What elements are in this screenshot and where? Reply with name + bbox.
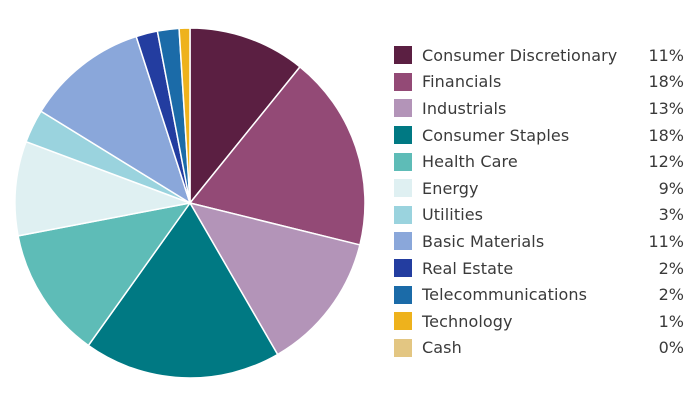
legend-swatch-utilities bbox=[394, 205, 412, 224]
legend-value: 13% bbox=[648, 98, 684, 118]
legend-value: 2% bbox=[658, 285, 684, 305]
legend-swatch-telecommunications bbox=[394, 285, 412, 304]
legend-item-real-estate: Real Estate 2% bbox=[394, 255, 684, 282]
legend-label: Energy bbox=[422, 178, 479, 198]
legend-item-industrials: Industrials 13% bbox=[394, 95, 684, 122]
legend-swatch-cash bbox=[394, 338, 412, 357]
legend-label: Basic Materials bbox=[422, 231, 545, 251]
legend-swatch-industrials bbox=[394, 99, 412, 118]
legend-value: 18% bbox=[648, 72, 684, 92]
legend-item-technology: Technology 1% bbox=[394, 308, 684, 335]
legend-swatch-consumer-discretionary bbox=[394, 46, 412, 65]
legend-label: Cash bbox=[422, 338, 462, 358]
legend-item-cash: Cash 0% bbox=[394, 335, 684, 362]
pie-chart-plot bbox=[14, 27, 366, 379]
legend-value: 9% bbox=[658, 178, 684, 198]
legend-label: Consumer Discretionary bbox=[422, 45, 618, 65]
legend-item-financials: Financials 18% bbox=[394, 69, 684, 96]
legend-label: Health Care bbox=[422, 152, 518, 172]
legend-label: Technology bbox=[422, 311, 513, 331]
legend-item-energy: Energy 9% bbox=[394, 175, 684, 202]
legend-item-health-care: Health Care 12% bbox=[394, 148, 684, 175]
legend-value: 3% bbox=[658, 205, 684, 225]
legend-item-consumer-staples: Consumer Staples 18% bbox=[394, 122, 684, 149]
pie-slice-financials bbox=[189, 66, 366, 246]
legend-label: Real Estate bbox=[422, 258, 514, 278]
legend-value: 18% bbox=[648, 125, 684, 145]
legend-swatch-basic-materials bbox=[394, 232, 412, 251]
pie-slice-health-care bbox=[17, 202, 191, 347]
legend-item-utilities: Utilities 3% bbox=[394, 202, 684, 229]
legend-item-consumer-discretionary: Consumer Discretionary 11% bbox=[394, 42, 684, 69]
pie-slice-energy bbox=[14, 140, 191, 237]
pie-slice-technology bbox=[178, 27, 191, 204]
legend-label: Telecommunications bbox=[422, 285, 588, 305]
legend-item-basic-materials: Basic Materials 11% bbox=[394, 228, 684, 255]
legend-swatch-energy bbox=[394, 179, 412, 198]
legend-value: 11% bbox=[648, 45, 684, 65]
legend-swatch-health-care bbox=[394, 152, 412, 171]
pie-slice-industrials bbox=[189, 202, 361, 356]
legend-value: 2% bbox=[658, 258, 684, 278]
legend-value: 12% bbox=[648, 152, 684, 172]
legend-swatch-consumer-staples bbox=[394, 126, 412, 145]
pie-slice-consumer-discretionary bbox=[189, 27, 301, 204]
legend-label: Consumer Staples bbox=[422, 125, 570, 145]
legend-swatch-real-estate bbox=[394, 259, 412, 278]
legend-value: 0% bbox=[658, 338, 684, 358]
legend-label: Industrials bbox=[422, 98, 507, 118]
legend-value: 1% bbox=[658, 311, 684, 331]
legend-label: Utilities bbox=[422, 205, 484, 225]
pie-slice-consumer-staples bbox=[87, 202, 279, 379]
legend-label: Financials bbox=[422, 72, 502, 92]
legend-item-telecommunications: Telecommunications 2% bbox=[394, 281, 684, 308]
pie-slice-basic-materials bbox=[40, 35, 191, 204]
legend-swatch-financials bbox=[394, 72, 412, 91]
legend: Consumer Discretionary 11% Financials 18% In… bbox=[394, 42, 684, 361]
legend-value: 11% bbox=[648, 231, 684, 251]
legend-swatch-technology bbox=[394, 312, 412, 331]
